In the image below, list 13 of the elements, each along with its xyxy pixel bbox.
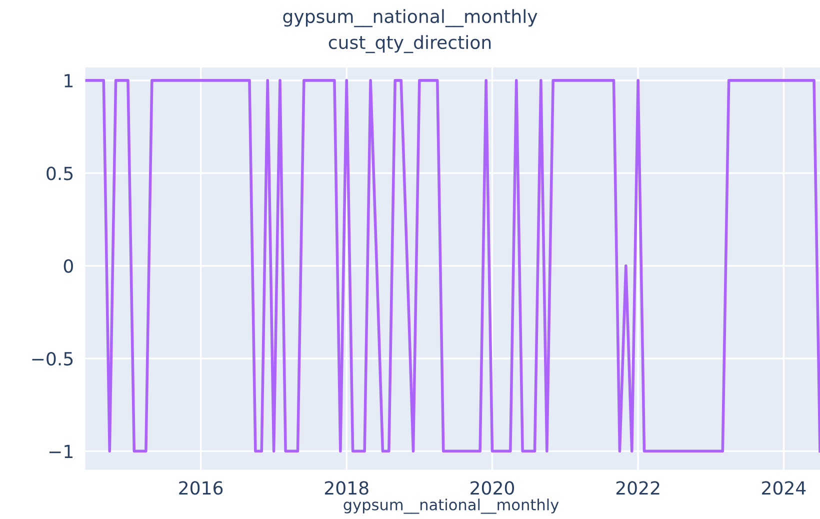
x-tick-label: 2020: [470, 481, 514, 495]
x-tick-label: 2022: [616, 481, 660, 495]
y-tick-label: −1: [49, 444, 72, 458]
x-axis-title: gypsum__national__monthly: [344, 498, 559, 514]
x-tick-label: 2018: [324, 481, 368, 495]
chart-title: gypsum__national__monthly: [283, 9, 538, 28]
y-tick-label: 1: [64, 74, 72, 88]
y-tick-label: −0.5: [32, 352, 73, 366]
y-tick-label: 0: [64, 259, 73, 273]
chart-subtitle: cust_qty_direction: [328, 35, 491, 54]
y-tick-label: 0.5: [46, 166, 73, 180]
x-tick-label: 2016: [179, 481, 223, 495]
x-tick-label: 2024: [762, 481, 806, 495]
